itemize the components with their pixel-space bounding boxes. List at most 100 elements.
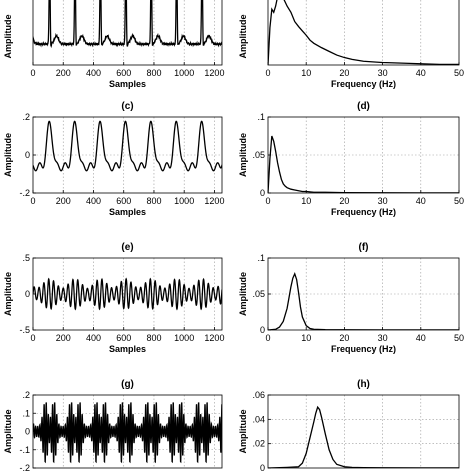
series-line-e — [33, 277, 222, 311]
x-tick-label: 200 — [56, 196, 71, 206]
y-tick-label: .2 — [22, 112, 30, 122]
series-line-c — [33, 120, 222, 172]
panel-label: (f) — [359, 242, 369, 253]
x-axis-label: Frequency (Hz) — [331, 79, 396, 89]
y-tick-label: -.5 — [19, 325, 30, 335]
x-tick-label: 1200 — [204, 68, 224, 78]
panel-label: (e) — [121, 242, 133, 253]
x-tick-label: 20 — [339, 333, 349, 343]
x-tick-label: 0 — [265, 68, 270, 78]
x-tick-label: 600 — [116, 68, 131, 78]
y-axis-label: Amplitude — [3, 272, 13, 316]
panel-label: (d) — [357, 101, 370, 112]
y-tick-label: .1 — [22, 408, 30, 418]
x-tick-label: 50 — [454, 68, 464, 78]
chart-panel-e — [32, 257, 223, 331]
x-tick-label: 40 — [416, 333, 426, 343]
y-tick-label: 0 — [260, 463, 265, 473]
x-tick-label: 0 — [265, 196, 270, 206]
y-tick-label: -.1 — [19, 445, 30, 455]
panel-label: (c) — [121, 101, 133, 112]
y-tick-label: .06 — [252, 390, 265, 400]
axes-frame-a — [32, 0, 223, 66]
series-line-a — [33, 0, 222, 49]
panel-label: (h) — [357, 379, 370, 390]
x-tick-label: 1000 — [174, 333, 194, 343]
x-tick-label: 1200 — [204, 196, 224, 206]
series-line-h — [268, 405, 459, 468]
y-tick-label: 0 — [25, 150, 30, 160]
x-tick-label: 20 — [339, 196, 349, 206]
y-tick-label: .05 — [252, 289, 265, 299]
y-tick-label: -.2 — [19, 188, 30, 198]
x-axis-label: Samples — [109, 207, 146, 217]
x-tick-label: 800 — [146, 333, 161, 343]
x-axis-label: Samples — [109, 344, 146, 354]
y-axis-label: Amplitude — [3, 410, 13, 454]
x-tick-label: 600 — [116, 196, 131, 206]
chart-panel-b — [267, 0, 460, 66]
x-tick-label: 40 — [416, 68, 426, 78]
x-tick-label: 10 — [301, 68, 311, 78]
x-tick-label: 40 — [416, 196, 426, 206]
y-axis-label: Amplitude — [238, 272, 248, 316]
x-tick-label: 50 — [454, 333, 464, 343]
x-tick-label: 50 — [454, 196, 464, 206]
y-tick-label: -.2 — [19, 463, 30, 473]
y-tick-label: 0 — [260, 325, 265, 335]
x-tick-label: 10 — [301, 196, 311, 206]
y-tick-label: 0 — [260, 188, 265, 198]
chart-panel-c — [32, 116, 223, 194]
y-tick-label: .02 — [252, 439, 265, 449]
x-tick-label: 400 — [86, 333, 101, 343]
x-tick-label: 0 — [30, 196, 35, 206]
series-line-g — [33, 402, 222, 464]
axes-frame-h — [267, 394, 460, 469]
y-axis-label: Amplitude — [3, 15, 13, 59]
y-axis-label: Amplitude — [238, 133, 248, 177]
x-tick-label: 20 — [339, 68, 349, 78]
chart-panel-a — [32, 0, 223, 66]
x-tick-label: 1000 — [174, 68, 194, 78]
x-tick-label: 0 — [30, 333, 35, 343]
x-tick-label: 200 — [56, 333, 71, 343]
x-tick-label: 10 — [301, 333, 311, 343]
chart-panel-f — [267, 257, 460, 331]
y-axis-label: Amplitude — [238, 410, 248, 454]
x-tick-label: 800 — [146, 196, 161, 206]
y-tick-label: .5 — [22, 253, 30, 263]
panel-label: (g) — [121, 379, 134, 390]
y-tick-label: .05 — [252, 150, 265, 160]
x-tick-label: 0 — [30, 68, 35, 78]
series-line-b — [268, 0, 459, 65]
axes-frame-b — [267, 0, 460, 66]
series-line-d — [268, 135, 459, 193]
x-tick-label: 400 — [86, 68, 101, 78]
x-tick-label: 600 — [116, 333, 131, 343]
series-line-f — [268, 272, 459, 330]
y-tick-label: .04 — [252, 414, 265, 424]
x-axis-label: Samples — [109, 79, 146, 89]
x-tick-label: 30 — [378, 68, 388, 78]
chart-panel-g — [32, 394, 223, 469]
x-tick-label: 0 — [265, 333, 270, 343]
y-tick-label: .1 — [257, 253, 265, 263]
chart-panel-h — [267, 394, 460, 469]
y-tick-label: 0 — [25, 427, 30, 437]
x-tick-label: 30 — [378, 196, 388, 206]
x-axis-label: Frequency (Hz) — [331, 344, 396, 354]
x-tick-label: 1200 — [204, 333, 224, 343]
y-axis-label: Amplitude — [3, 133, 13, 177]
y-tick-label: .2 — [22, 390, 30, 400]
y-tick-label: 0 — [25, 289, 30, 299]
x-axis-label: Frequency (Hz) — [331, 207, 396, 217]
x-tick-label: 30 — [378, 333, 388, 343]
y-tick-label: .1 — [257, 112, 265, 122]
x-tick-label: 400 — [86, 196, 101, 206]
x-tick-label: 200 — [56, 68, 71, 78]
chart-panel-d — [267, 116, 460, 194]
x-tick-label: 1000 — [174, 196, 194, 206]
y-axis-label: Amplitude — [238, 15, 248, 59]
x-tick-label: 800 — [146, 68, 161, 78]
